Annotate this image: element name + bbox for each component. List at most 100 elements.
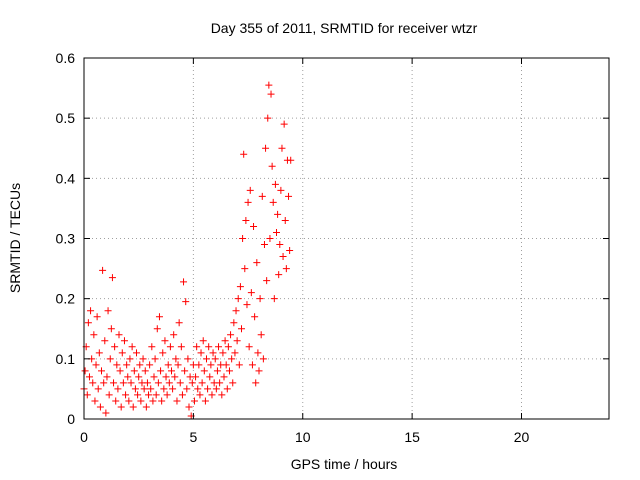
- data-points: [80, 81, 295, 420]
- data-point: [113, 361, 121, 369]
- data-point: [200, 367, 208, 375]
- data-point: [149, 397, 157, 405]
- data-point: [221, 337, 229, 345]
- data-point: [256, 295, 264, 303]
- data-point: [199, 337, 207, 345]
- data-point: [282, 265, 290, 273]
- data-point: [145, 391, 153, 399]
- data-point: [93, 313, 101, 321]
- data-point: [122, 391, 130, 399]
- data-point: [137, 397, 145, 405]
- data-point: [108, 274, 116, 282]
- data-point: [234, 295, 242, 303]
- data-point: [114, 385, 122, 393]
- data-point: [271, 180, 279, 188]
- data-point: [238, 325, 245, 333]
- data-point: [273, 228, 280, 236]
- data-point: [143, 379, 151, 387]
- data-point: [286, 247, 294, 255]
- data-point: [130, 367, 138, 375]
- data-point: [100, 379, 108, 387]
- data-point: [152, 391, 160, 399]
- data-point: [223, 385, 231, 393]
- data-point: [133, 349, 140, 357]
- data-point: [266, 235, 274, 242]
- data-point: [281, 216, 289, 224]
- x-tick-label: 5: [189, 429, 197, 445]
- data-point: [120, 337, 128, 345]
- y-tick-label: 0.6: [56, 50, 76, 66]
- data-point: [190, 397, 198, 405]
- data-point: [204, 385, 212, 393]
- data-point: [207, 361, 215, 369]
- data-point: [153, 325, 161, 333]
- y-tick-label: 0.2: [56, 291, 76, 307]
- data-point: [148, 343, 156, 351]
- y-tick-label: 0.3: [56, 231, 76, 247]
- data-point: [89, 379, 97, 387]
- data-point: [99, 266, 107, 274]
- data-point: [83, 391, 91, 399]
- data-point: [161, 337, 169, 345]
- data-point: [259, 355, 267, 363]
- data-point: [139, 355, 147, 363]
- data-point: [276, 241, 284, 249]
- data-point: [155, 313, 163, 321]
- data-point: [222, 361, 230, 369]
- data-point: [118, 349, 126, 357]
- data-point: [146, 361, 154, 369]
- data-point: [225, 367, 233, 375]
- data-point: [280, 120, 288, 128]
- data-point: [278, 144, 286, 152]
- data-point: [184, 355, 192, 363]
- data-point: [123, 361, 131, 369]
- data-point: [254, 349, 262, 357]
- data-point: [172, 355, 180, 363]
- data-point: [101, 337, 109, 345]
- data-point: [224, 343, 232, 351]
- data-point: [205, 343, 213, 351]
- data-point: [252, 379, 260, 387]
- data-point: [193, 343, 201, 351]
- data-point: [269, 198, 277, 206]
- data-point: [154, 379, 162, 387]
- data-point: [260, 241, 268, 249]
- data-point: [255, 367, 263, 375]
- data-point: [126, 355, 134, 363]
- x-tick-label: 20: [514, 429, 530, 445]
- data-point: [124, 373, 132, 381]
- data-point: [110, 379, 118, 387]
- data-point: [241, 265, 249, 273]
- data-point: [162, 373, 170, 381]
- data-point: [116, 367, 124, 375]
- data-point: [287, 156, 295, 164]
- data-point: [232, 307, 240, 315]
- data-point: [218, 391, 226, 399]
- x-tick-label: 10: [295, 429, 311, 445]
- data-point: [274, 210, 282, 218]
- x-axis-label: GPS time / hours: [291, 456, 398, 472]
- data-point: [206, 373, 214, 381]
- data-point: [213, 367, 221, 375]
- x-tick-label: 0: [80, 429, 88, 445]
- data-point: [131, 385, 139, 393]
- data-point: [201, 397, 209, 405]
- data-point: [194, 385, 202, 393]
- data-point: [229, 379, 237, 387]
- data-point: [267, 90, 275, 98]
- data-point: [103, 373, 111, 381]
- data-point: [182, 298, 190, 306]
- data-point: [197, 349, 205, 357]
- data-point: [216, 379, 224, 387]
- data-point: [87, 307, 95, 315]
- data-point: [268, 162, 276, 170]
- data-point: [230, 319, 238, 327]
- data-point: [220, 373, 228, 381]
- data-point: [135, 373, 143, 381]
- data-point: [174, 361, 182, 369]
- data-point: [151, 355, 159, 363]
- data-point: [166, 343, 174, 351]
- data-point: [265, 81, 273, 89]
- data-point: [285, 192, 293, 200]
- y-tick-label: 0.5: [56, 110, 76, 126]
